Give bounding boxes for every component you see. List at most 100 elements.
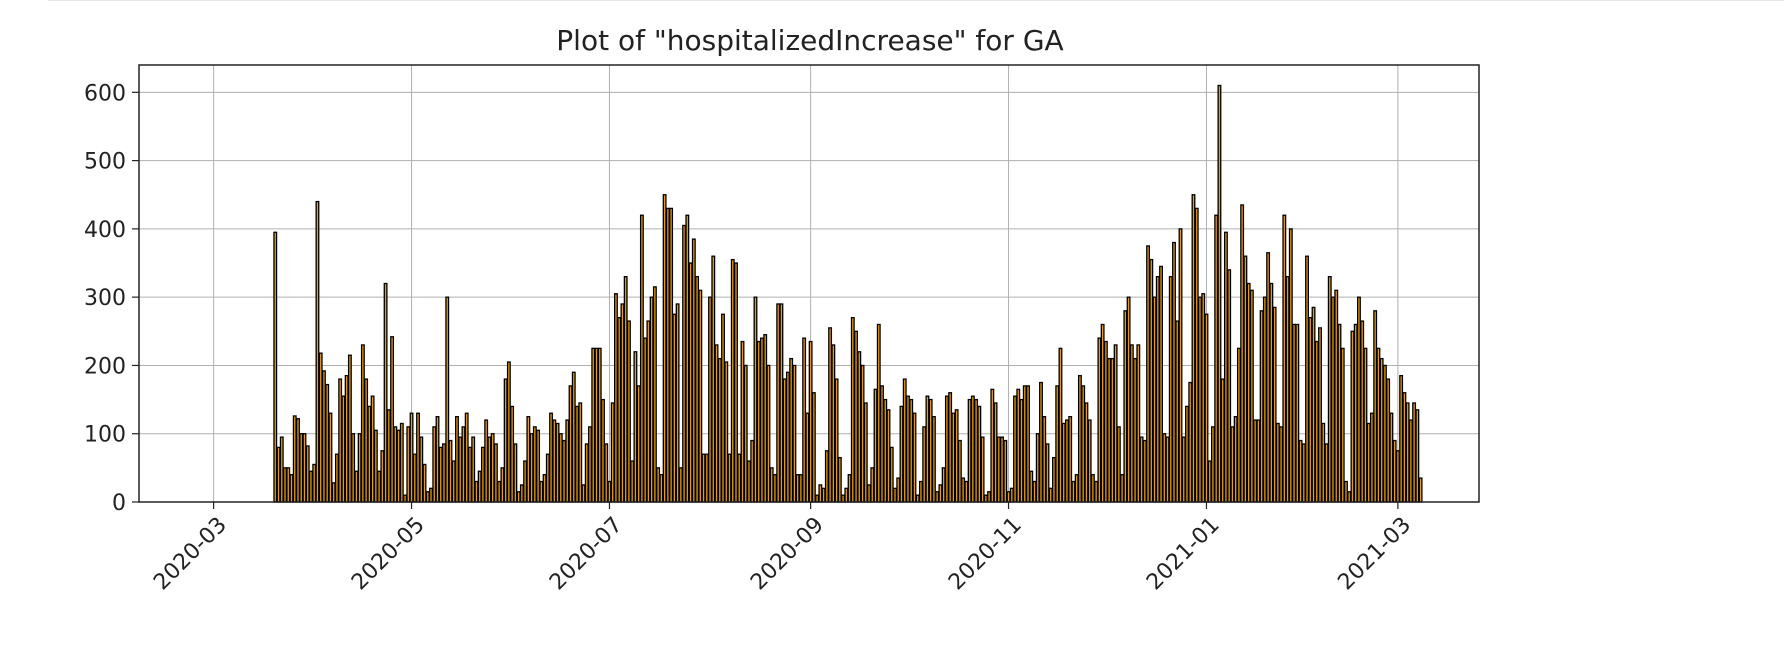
bar bbox=[1376, 347, 1381, 503]
bar bbox=[1022, 385, 1027, 503]
bar bbox=[273, 231, 278, 503]
bar bbox=[1295, 323, 1300, 503]
bar bbox=[1402, 392, 1407, 503]
bar bbox=[649, 296, 654, 503]
bar bbox=[636, 385, 641, 503]
bar bbox=[549, 412, 554, 503]
bar bbox=[344, 375, 349, 503]
bar bbox=[1087, 419, 1092, 503]
bar bbox=[286, 467, 291, 503]
bar bbox=[889, 446, 894, 503]
bar bbox=[1253, 419, 1258, 503]
bar bbox=[513, 443, 518, 503]
bar bbox=[305, 445, 310, 503]
bar bbox=[1292, 323, 1297, 503]
bar bbox=[1301, 443, 1306, 503]
bar bbox=[477, 470, 482, 503]
bar bbox=[480, 446, 485, 503]
bar bbox=[289, 474, 294, 503]
bar bbox=[714, 344, 719, 503]
bar bbox=[1107, 357, 1112, 503]
bar bbox=[1013, 395, 1017, 503]
bar bbox=[393, 426, 398, 503]
bar bbox=[1331, 296, 1335, 503]
bar bbox=[798, 474, 803, 503]
bar bbox=[789, 357, 794, 503]
bar bbox=[364, 378, 369, 503]
bar bbox=[383, 282, 388, 503]
bar bbox=[1217, 84, 1222, 503]
bar bbox=[500, 467, 505, 503]
bar bbox=[1042, 415, 1047, 503]
bar bbox=[1399, 375, 1404, 503]
bar bbox=[1039, 381, 1043, 503]
y-tick-label: 400 bbox=[84, 218, 126, 243]
bar bbox=[867, 484, 871, 503]
bar bbox=[536, 429, 541, 503]
bar bbox=[893, 487, 897, 503]
y-tick-label: 300 bbox=[84, 286, 126, 311]
bar bbox=[1029, 470, 1034, 503]
bar bbox=[328, 412, 333, 503]
bar bbox=[743, 364, 748, 503]
bar bbox=[584, 443, 589, 503]
bar bbox=[588, 426, 592, 503]
bar bbox=[1357, 296, 1361, 503]
bar bbox=[380, 450, 385, 503]
bar bbox=[1288, 228, 1293, 503]
bar bbox=[1230, 426, 1235, 503]
bar bbox=[899, 405, 904, 503]
bar bbox=[438, 446, 443, 503]
bar bbox=[1074, 474, 1079, 503]
bar bbox=[292, 415, 297, 503]
bar bbox=[539, 480, 544, 503]
bar bbox=[1191, 194, 1196, 503]
bar bbox=[1146, 245, 1151, 503]
bar bbox=[578, 402, 583, 503]
bar bbox=[432, 426, 437, 503]
bar bbox=[516, 491, 521, 503]
bar bbox=[685, 214, 690, 503]
bar bbox=[841, 494, 846, 503]
bar bbox=[925, 395, 930, 503]
bar bbox=[1172, 241, 1176, 503]
bar bbox=[1227, 269, 1232, 503]
bar bbox=[1405, 402, 1410, 503]
bar bbox=[1327, 276, 1332, 503]
bar bbox=[1272, 306, 1277, 503]
bar bbox=[299, 433, 304, 503]
bar bbox=[1185, 405, 1189, 503]
bar bbox=[1285, 276, 1290, 503]
bar bbox=[957, 439, 962, 503]
bar bbox=[1395, 450, 1400, 503]
bar bbox=[737, 453, 742, 503]
bar bbox=[678, 467, 683, 503]
bar bbox=[302, 433, 307, 503]
bar bbox=[646, 320, 651, 503]
bar bbox=[1386, 378, 1391, 503]
bar bbox=[769, 467, 774, 503]
bar bbox=[493, 443, 498, 503]
bar bbox=[1418, 477, 1423, 503]
bar bbox=[860, 364, 865, 503]
bar bbox=[542, 474, 547, 503]
bar bbox=[961, 477, 966, 503]
bar bbox=[610, 402, 615, 503]
bar bbox=[276, 446, 281, 503]
bar bbox=[321, 370, 326, 503]
bar bbox=[575, 405, 579, 503]
bar bbox=[497, 480, 502, 503]
bar bbox=[847, 474, 852, 503]
bar bbox=[951, 412, 956, 503]
bar bbox=[1321, 422, 1326, 503]
bar bbox=[1223, 231, 1228, 503]
bar bbox=[831, 344, 836, 503]
bar bbox=[399, 422, 404, 503]
bar bbox=[918, 480, 923, 503]
bar bbox=[1282, 214, 1287, 503]
bar bbox=[909, 398, 914, 503]
bar bbox=[1178, 228, 1183, 503]
bar bbox=[1408, 419, 1413, 503]
bar bbox=[419, 436, 424, 503]
bar bbox=[967, 398, 972, 503]
